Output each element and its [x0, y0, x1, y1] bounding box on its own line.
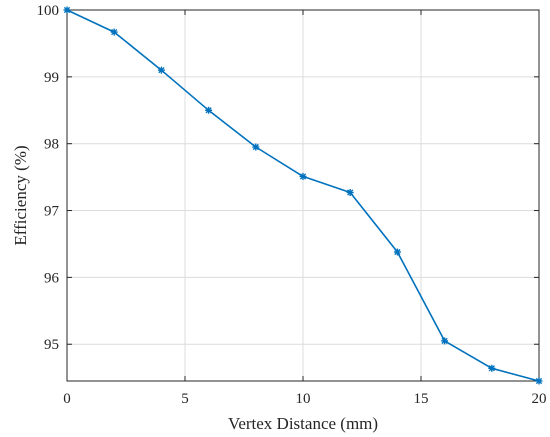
x-tick-label: 5 [181, 391, 189, 407]
data-point-marker [535, 377, 543, 385]
y-tick-label: 96 [44, 270, 60, 286]
marker-stroke [158, 67, 165, 74]
y-tick-label: 97 [44, 204, 60, 220]
y-tick-label: 99 [44, 70, 59, 86]
marker-stroke [299, 173, 307, 180]
y-tick-label: 95 [44, 337, 59, 353]
marker-stroke [63, 6, 71, 14]
data-point-marker [441, 337, 449, 345]
data-point-marker [63, 6, 71, 14]
marker-stroke [535, 377, 543, 385]
data-point-marker [110, 28, 118, 36]
data-point-marker [346, 188, 354, 196]
marker-stroke [441, 337, 448, 345]
y-tick-label: 98 [44, 137, 59, 153]
x-tick-label: 0 [63, 391, 71, 407]
x-tick-label: 20 [532, 391, 547, 407]
axis-ticks: 0 5 10 15 20 95 96 97 98 99 100 [37, 3, 547, 407]
data-point-marker [252, 143, 260, 151]
y-tick-label: 100 [37, 3, 60, 19]
data-point-marker [393, 248, 401, 256]
series-layer [63, 6, 543, 385]
marker-stroke [252, 143, 259, 151]
data-point-marker [488, 364, 496, 372]
data-point-marker [299, 172, 307, 180]
y-axis-title: Efficiency (%) [11, 145, 30, 245]
x-tick-label: 15 [414, 391, 429, 407]
marker-stroke [488, 365, 495, 372]
x-axis-title: Vertex Distance (mm) [228, 414, 378, 433]
marker-stroke [394, 248, 401, 256]
x-tick-label: 10 [296, 391, 311, 407]
marker-stroke [347, 189, 354, 196]
marker-stroke [205, 107, 212, 114]
marker-stroke [111, 28, 118, 36]
data-point-marker [205, 106, 213, 114]
data-point-marker [157, 66, 165, 74]
grid-lines [66, 9, 540, 381]
